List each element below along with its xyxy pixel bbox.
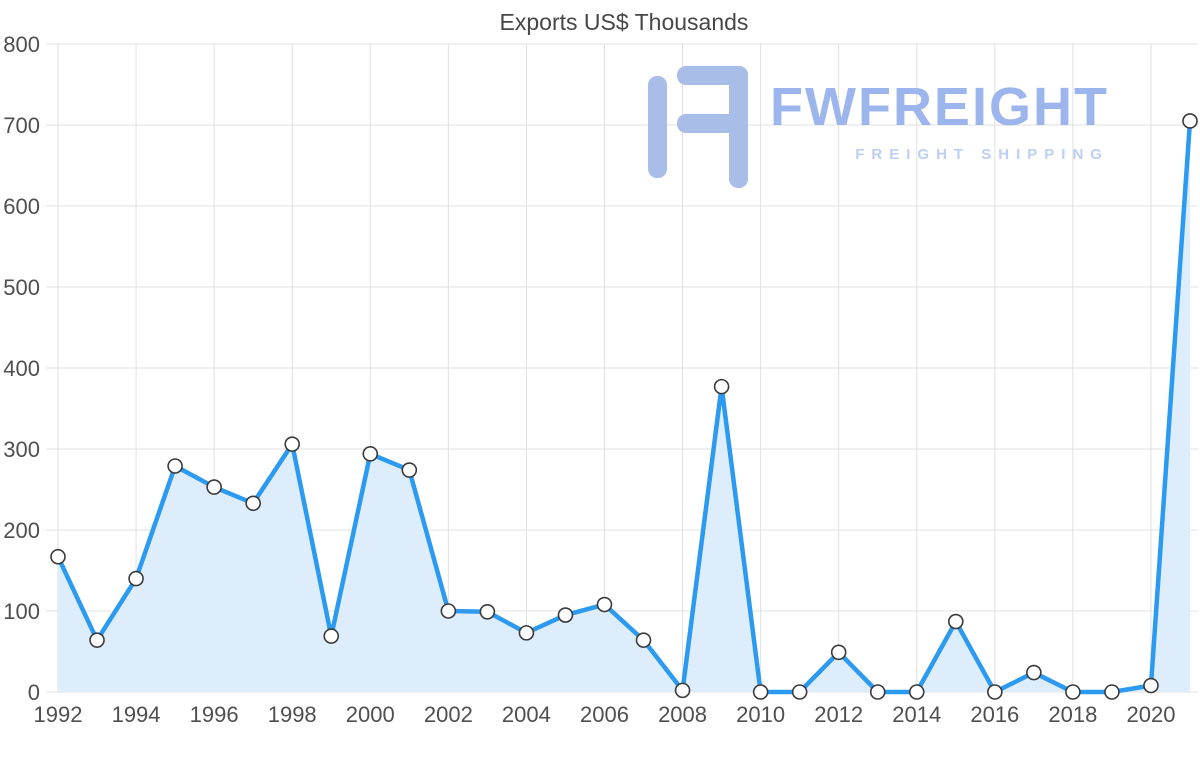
- data-point-1994: [128, 570, 144, 587]
- x-tick-label: 2008: [658, 702, 707, 727]
- data-point-1999: [323, 628, 340, 644]
- data-point-2003: [479, 604, 496, 620]
- data-point-2017: [1026, 664, 1042, 681]
- data-point-2014: [908, 684, 925, 700]
- y-tick-label: 600: [3, 194, 40, 219]
- x-tick-label: 2004: [502, 702, 551, 727]
- data-point-1998: [284, 436, 301, 452]
- chart-title: Exports US$ Thousands: [499, 9, 749, 35]
- data-point-1995: [167, 458, 183, 474]
- data-point-1992: [50, 548, 66, 565]
- data-point-2002: [440, 603, 457, 619]
- data-point-1997: [245, 495, 261, 512]
- x-tick-label: 2020: [1126, 702, 1175, 727]
- data-point-2010: [752, 684, 769, 700]
- x-tick-label: 2014: [892, 702, 941, 727]
- x-tick-label: 2018: [1048, 702, 1097, 727]
- y-tick-label: 700: [3, 113, 40, 138]
- x-tick-label: 2016: [970, 702, 1019, 727]
- x-tick-label: 1994: [112, 702, 161, 727]
- data-point-2012: [830, 644, 847, 661]
- x-tick-label: 2006: [580, 702, 629, 727]
- y-tick-label: 800: [3, 32, 40, 57]
- x-tick-label: 1998: [268, 702, 317, 727]
- y-tick-label: 0: [28, 680, 40, 705]
- data-point-2001: [401, 462, 418, 478]
- x-tick-label: 2012: [814, 702, 863, 727]
- data-point-2019: [1104, 684, 1120, 700]
- data-point-2009: [713, 378, 730, 395]
- data-point-2000: [362, 446, 379, 462]
- y-tick-label: 500: [3, 275, 40, 300]
- x-tick-label: 1992: [34, 702, 83, 727]
- x-tick-label: 1996: [190, 702, 239, 727]
- data-point-2007: [635, 632, 652, 648]
- y-tick-label: 300: [3, 437, 40, 462]
- data-point-2021: [1182, 113, 1198, 129]
- data-point-2006: [596, 596, 613, 613]
- data-point-2008: [674, 682, 691, 699]
- data-point-2004: [518, 625, 535, 641]
- x-tick-label: 2002: [424, 702, 473, 727]
- data-point-2013: [869, 684, 886, 700]
- data-point-2020: [1143, 677, 1159, 694]
- data-point-2015: [947, 613, 964, 630]
- y-tick-label: 200: [3, 518, 40, 543]
- data-point-2005: [557, 607, 574, 623]
- data-point-2016: [987, 684, 1003, 700]
- area-fill: [58, 120, 1190, 692]
- x-tick-label: 2010: [736, 702, 785, 727]
- data-point-1993: [89, 632, 105, 648]
- data-point-2018: [1065, 684, 1081, 700]
- x-tick-label: 2000: [346, 702, 395, 727]
- y-tick-label: 100: [3, 599, 40, 624]
- y-tick-label: 400: [3, 356, 40, 381]
- data-point-1996: [206, 479, 222, 495]
- data-point-2011: [791, 684, 808, 700]
